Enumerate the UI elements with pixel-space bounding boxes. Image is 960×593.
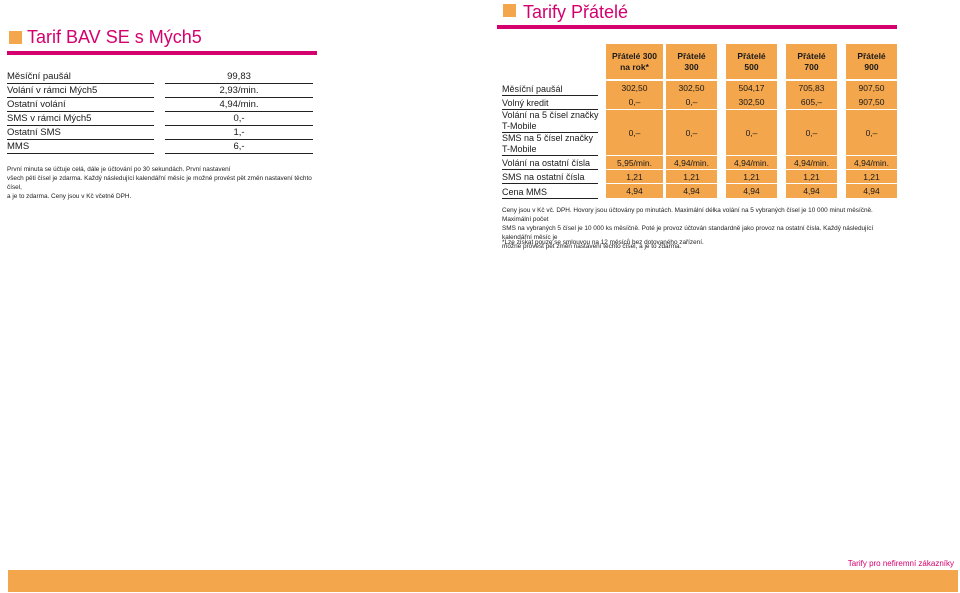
row-value: 4,94/min.: [219, 99, 259, 110]
table-cell: 0,–: [666, 110, 717, 155]
row-value: 99,83: [227, 71, 251, 82]
row-label: Ostatní SMS: [7, 127, 61, 138]
table-cell: 4,94: [666, 184, 717, 198]
left-row: MMS 6,-: [7, 140, 313, 154]
table-cell: 504,17: [726, 81, 777, 95]
row-label: Volný kredit: [502, 98, 549, 108]
bottom-bar: [8, 570, 958, 592]
table-cell: 0,–: [606, 110, 663, 155]
table-cell: 0,–: [846, 110, 897, 155]
row-label: Ostatní volání: [7, 99, 66, 110]
left-note: První minuta se účtuje celá, dále je účt…: [7, 166, 312, 200]
right-footnote: *Lze získat pouze se smlouvou na 12 měsí…: [502, 239, 704, 246]
right-note: Ceny jsou v Kč vč. DPH. Hovory jsou účto…: [502, 207, 874, 250]
table-cell: 907,50: [846, 95, 897, 109]
table-cell: 5,95/min.: [606, 156, 663, 169]
table-cell: 4,94/min.: [786, 156, 837, 169]
row-label: SMS na ostatní čísla: [502, 172, 585, 182]
table-cell: 4,94: [726, 184, 777, 198]
footer-text: Tarify pro nefiremní zákazníky: [847, 559, 954, 568]
right-title: Tarify Přátelé: [523, 2, 629, 22]
left-row: Volání v rámci Mých5 2,93/min.: [7, 84, 313, 98]
table-cell: 302,50: [666, 81, 717, 95]
table-cell: 1,21: [786, 170, 837, 183]
column-header: Přátelé 300: [666, 44, 717, 79]
left-title-rule: [7, 51, 317, 55]
table-cell: 705,83: [786, 81, 837, 95]
column-header: Přátelé 700: [786, 44, 837, 79]
row-label: SMS v rámci Mých5: [7, 113, 92, 124]
table-cell: 0,–: [666, 95, 717, 109]
column-header: Přátelé 900: [846, 44, 897, 79]
table-cell: 0,–: [606, 95, 663, 109]
row-label: Měsíční paušál: [502, 84, 563, 94]
column-header: Přátelé 500: [726, 44, 777, 79]
row-label: Měsíční paušál: [7, 71, 71, 82]
table-cell: 302,50: [606, 81, 663, 95]
orange-square-icon: [9, 31, 22, 44]
table-cell: 0,–: [786, 110, 837, 155]
table-cell: 1,21: [846, 170, 897, 183]
right-title-rule: [497, 25, 897, 29]
table-cell: 302,50: [726, 95, 777, 109]
table-cell: 4,94/min.: [666, 156, 717, 169]
left-row: SMS v rámci Mých5 0,-: [7, 112, 313, 126]
table-cell: 4,94: [846, 184, 897, 198]
table-cell: 4,94: [786, 184, 837, 198]
row-label: Volání na ostatní čísla: [502, 158, 591, 168]
row-label: Cena MMS: [502, 187, 548, 197]
table-cell: 1,21: [666, 170, 717, 183]
table-cell: 1,21: [726, 170, 777, 183]
column-header: Přátelé 300 na rok*: [606, 44, 663, 79]
row-label: Volání na 5 čísel značky T-Mobile: [502, 110, 599, 131]
table-cell: 4,94/min.: [846, 156, 897, 169]
table-cell: 1,21: [606, 170, 663, 183]
table-cell: 907,50: [846, 81, 897, 95]
table-cell: 4,94/min.: [726, 156, 777, 169]
row-label: Volání v rámci Mých5: [7, 85, 98, 96]
table-cell: 0,–: [726, 110, 777, 155]
row-value: 0,-: [233, 113, 245, 124]
row-label: SMS na 5 čísel značky T-Mobile: [502, 133, 594, 154]
row-value: 6,-: [233, 141, 245, 152]
left-row: Ostatní volání 4,94/min.: [7, 98, 313, 112]
orange-square-icon: [503, 4, 516, 17]
row-label: MMS: [7, 141, 30, 152]
table-cell: 605,–: [786, 95, 837, 109]
left-title: Tarif BAV SE s Mých5: [27, 27, 202, 47]
row-value: 2,93/min.: [219, 85, 259, 96]
left-row: Ostatní SMS 1,-: [7, 126, 313, 140]
left-row: Měsíční paušál 99,83: [7, 70, 313, 84]
table-cell: 4,94: [606, 184, 663, 198]
row-value: 1,-: [233, 127, 245, 138]
